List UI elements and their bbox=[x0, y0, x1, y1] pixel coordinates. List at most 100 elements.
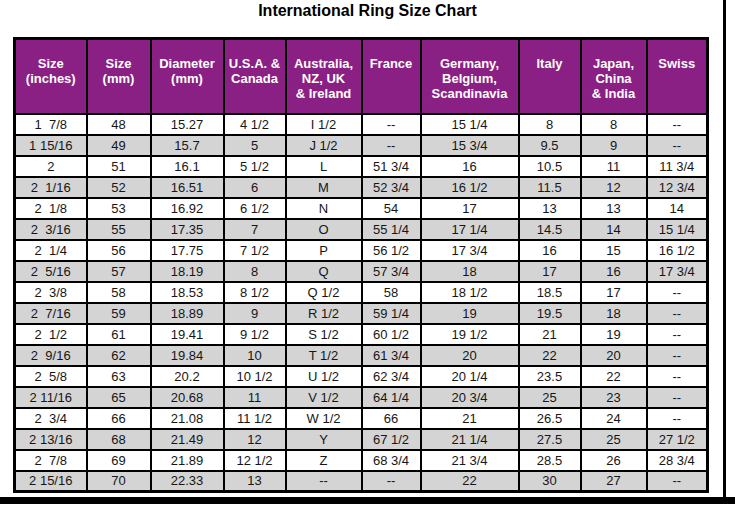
table-cell: -- bbox=[362, 114, 421, 135]
table-cell: 53 bbox=[87, 198, 151, 219]
table-cell: 19 1/2 bbox=[421, 324, 519, 345]
table-cell: -- bbox=[647, 408, 708, 429]
table-cell: 2 9/16 bbox=[15, 345, 87, 366]
table-cell: -- bbox=[647, 366, 708, 387]
table-cell: 2 5/16 bbox=[15, 261, 87, 282]
table-row: 2 3/85818.538 1/2Q 1/25818 1/218.517-- bbox=[15, 282, 708, 303]
column-header: Swiss bbox=[647, 39, 708, 114]
table-cell: 59 1/4 bbox=[362, 303, 421, 324]
column-header: Germany, Belgium, Scandinavia bbox=[421, 39, 519, 114]
table-cell: 9 1/2 bbox=[224, 324, 286, 345]
table-cell: 20 bbox=[421, 345, 519, 366]
table-cell: 9 bbox=[224, 303, 286, 324]
table-cell: 21.89 bbox=[151, 450, 224, 471]
column-header: Italy bbox=[519, 39, 581, 114]
table-cell: 16 1/2 bbox=[421, 177, 519, 198]
table-cell: 61 bbox=[87, 324, 151, 345]
table-cell: 18.5 bbox=[519, 282, 581, 303]
table-row: 2 3/165517.357O55 1/417 1/414.51415 1/4 bbox=[15, 219, 708, 240]
table-cell: N bbox=[286, 198, 362, 219]
table-cell: 21.49 bbox=[151, 429, 224, 450]
table-row: 1 7/84815.274 1/2I 1/2--15 1/488-- bbox=[15, 114, 708, 135]
table-cell: -- bbox=[647, 135, 708, 156]
table-cell: 8 1/2 bbox=[224, 282, 286, 303]
table-cell: 13 bbox=[519, 198, 581, 219]
table-cell: 26.5 bbox=[519, 408, 581, 429]
table-cell: 20 1/4 bbox=[421, 366, 519, 387]
table-cell: 48 bbox=[87, 114, 151, 135]
table-row: 2 15/167022.3313----223027-- bbox=[15, 471, 708, 492]
table-cell: 51 3/4 bbox=[362, 156, 421, 177]
table-cell: Y bbox=[286, 429, 362, 450]
table-row: 2 5/165718.198Q57 3/418171617 3/4 bbox=[15, 261, 708, 282]
table-cell: 21.08 bbox=[151, 408, 224, 429]
table-cell: 2 1/4 bbox=[15, 240, 87, 261]
table-cell: P bbox=[286, 240, 362, 261]
column-header: Japan, China & India bbox=[581, 39, 647, 114]
table-cell: 22 bbox=[519, 345, 581, 366]
table-cell: 2 3/4 bbox=[15, 408, 87, 429]
table-cell: 2 3/16 bbox=[15, 219, 87, 240]
table-cell: 25 bbox=[519, 387, 581, 408]
table-cell: 1 7/8 bbox=[15, 114, 87, 135]
table-cell: 67 1/2 bbox=[362, 429, 421, 450]
table-cell: 23 bbox=[581, 387, 647, 408]
page-edge-bottom-bar bbox=[0, 497, 735, 504]
table-cell: 66 bbox=[362, 408, 421, 429]
table-cell: 7 bbox=[224, 219, 286, 240]
table-cell: 17 1/4 bbox=[421, 219, 519, 240]
table-cell: 21 bbox=[519, 324, 581, 345]
column-header: Size (inches) bbox=[15, 39, 87, 114]
page-edge-right-line bbox=[723, 0, 726, 503]
table-cell: Q 1/2 bbox=[286, 282, 362, 303]
table-cell: R 1/2 bbox=[286, 303, 362, 324]
table-cell: 70 bbox=[87, 471, 151, 492]
table-head: Size (inches)Size (mm)Diameter (mm)U.S.A… bbox=[15, 39, 708, 114]
table-row: 2 1/165216.516M52 3/416 1/211.51212 3/4 bbox=[15, 177, 708, 198]
table-cell: 2 1/8 bbox=[15, 198, 87, 219]
table-cell: 2 1/2 bbox=[15, 324, 87, 345]
table-cell: 28.5 bbox=[519, 450, 581, 471]
table-cell: 14.5 bbox=[519, 219, 581, 240]
table-cell: 25 bbox=[581, 429, 647, 450]
table-cell: -- bbox=[647, 471, 708, 492]
table-cell: 18 bbox=[421, 261, 519, 282]
table-row: 2 5/86320.210 1/2U 1/262 3/420 1/423.522… bbox=[15, 366, 708, 387]
table-cell: 2 15/16 bbox=[15, 471, 87, 492]
table-cell: T 1/2 bbox=[286, 345, 362, 366]
table-cell: Z bbox=[286, 450, 362, 471]
table-cell: 15 1/4 bbox=[421, 114, 519, 135]
column-header: Diameter (mm) bbox=[151, 39, 224, 114]
table-cell: 6 1/2 bbox=[224, 198, 286, 219]
table-cell: 60 1/2 bbox=[362, 324, 421, 345]
table-cell: -- bbox=[647, 114, 708, 135]
table-cell: 5 1/2 bbox=[224, 156, 286, 177]
table-cell: 27.5 bbox=[519, 429, 581, 450]
table-cell: 7 1/2 bbox=[224, 240, 286, 261]
table-cell: 14 bbox=[647, 198, 708, 219]
table-cell: 57 bbox=[87, 261, 151, 282]
table-cell: 55 bbox=[87, 219, 151, 240]
table-cell: 18.53 bbox=[151, 282, 224, 303]
table-cell: 2 11/16 bbox=[15, 387, 87, 408]
ring-size-table: Size (inches)Size (mm)Diameter (mm)U.S.A… bbox=[13, 37, 709, 493]
table-cell: O bbox=[286, 219, 362, 240]
table-cell: 18.19 bbox=[151, 261, 224, 282]
table-cell: 2 1/16 bbox=[15, 177, 87, 198]
table-cell: 26 bbox=[581, 450, 647, 471]
table-cell: 18 bbox=[581, 303, 647, 324]
table-cell: 9 bbox=[581, 135, 647, 156]
table-cell: 19.84 bbox=[151, 345, 224, 366]
table-cell: 22.33 bbox=[151, 471, 224, 492]
table-cell: 28 3/4 bbox=[647, 450, 708, 471]
table-cell: 17 3/4 bbox=[421, 240, 519, 261]
table-cell: 10.5 bbox=[519, 156, 581, 177]
column-header: Australia, NZ, UK & Ireland bbox=[286, 39, 362, 114]
table-cell: 69 bbox=[87, 450, 151, 471]
table-cell: 23.5 bbox=[519, 366, 581, 387]
table-row: 2 1/85316.926 1/2N5417131314 bbox=[15, 198, 708, 219]
table-cell: 18.89 bbox=[151, 303, 224, 324]
table-row: 2 1/45617.757 1/2P56 1/217 3/4161516 1/2 bbox=[15, 240, 708, 261]
table-row: 2 3/46621.0811 1/2W 1/2662126.524-- bbox=[15, 408, 708, 429]
table-cell: 17 bbox=[421, 198, 519, 219]
